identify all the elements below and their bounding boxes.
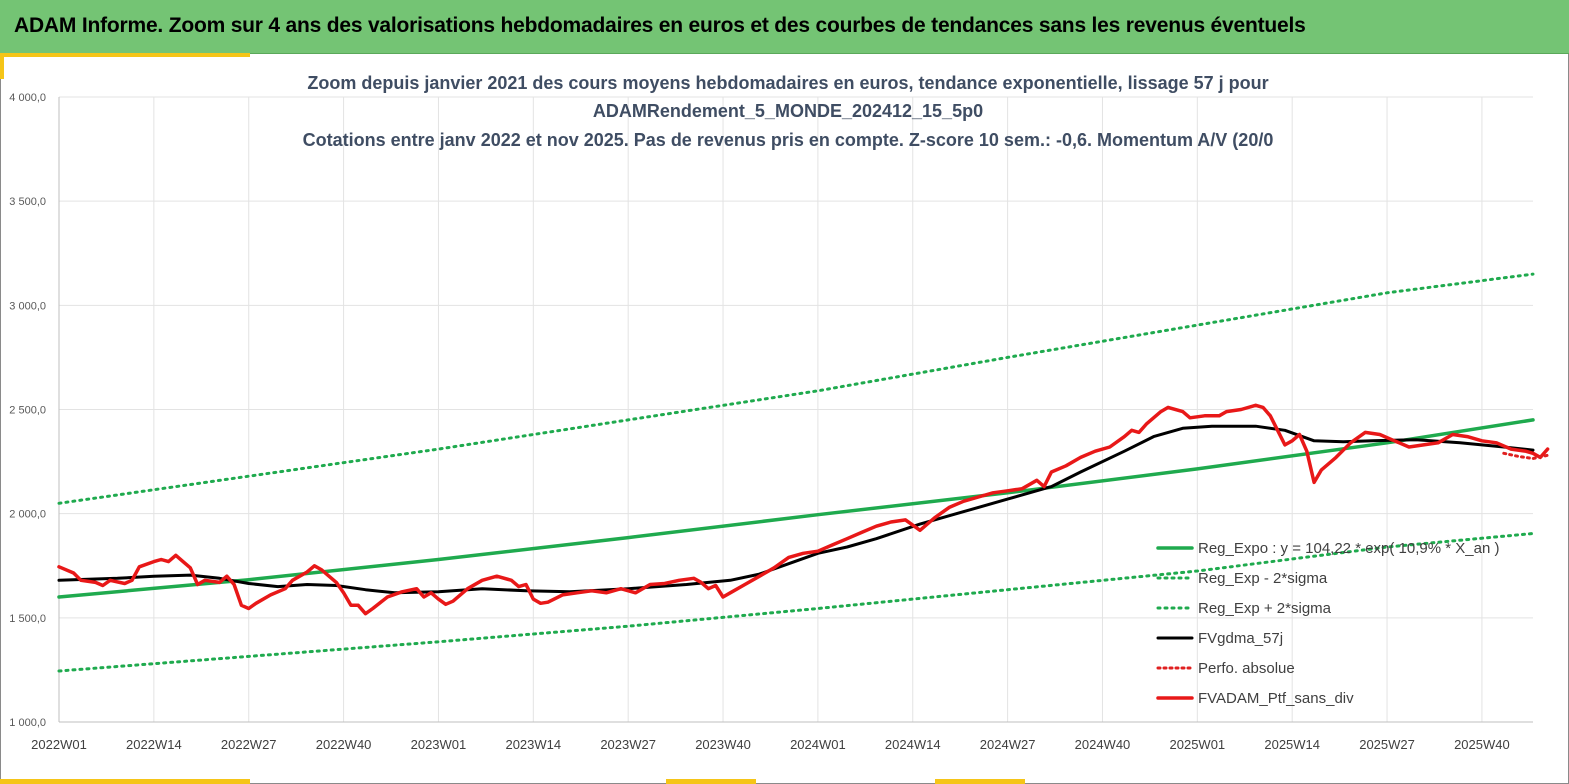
x-tick-label: 2024W40 bbox=[1075, 737, 1131, 752]
x-tick-label: 2022W01 bbox=[31, 737, 87, 752]
y-tick-label: 3 000,0 bbox=[9, 300, 46, 312]
chart-title-line-3: Cotations entre janv 2022 et nov 2025. P… bbox=[303, 130, 1274, 150]
legend-label-ptf: FVADAM_Ptf_sans_div bbox=[1198, 690, 1354, 707]
chart-title-line-2: ADAMRendement_5_MONDE_202412_15_5p0 bbox=[593, 101, 983, 121]
y-tick-label: 1 500,0 bbox=[9, 613, 46, 625]
legend-label-fvgdma: FVgdma_57j bbox=[1198, 630, 1283, 647]
x-tick-label: 2022W27 bbox=[221, 737, 277, 752]
x-tick-label: 2025W14 bbox=[1264, 737, 1320, 752]
series-line-perfo bbox=[1502, 451, 1550, 460]
x-tick-label: 2024W14 bbox=[885, 737, 941, 752]
chart-title: Zoom depuis janvier 2021 des cours moyen… bbox=[303, 73, 1274, 150]
series-line-reg_plus bbox=[57, 272, 1535, 505]
x-tick-label: 2024W27 bbox=[980, 737, 1036, 752]
page-title: ADAM Informe. Zoom sur 4 ans des valoris… bbox=[14, 14, 1306, 37]
x-tick-label: 2025W40 bbox=[1454, 737, 1510, 752]
series-line-reg_minus bbox=[57, 532, 1535, 673]
legend-label-perfo: Perfo. absolue bbox=[1198, 660, 1295, 677]
x-tick-label: 2023W40 bbox=[695, 737, 751, 752]
legend-label-reg_minus: Reg_Exp - 2*sigma bbox=[1198, 570, 1328, 587]
gridlines bbox=[58, 96, 1533, 723]
accent-bar-bottom bbox=[935, 779, 1025, 784]
x-tick-label: 2023W01 bbox=[411, 737, 467, 752]
accent-bar-left bbox=[0, 53, 4, 79]
legend-label-reg_expo: Reg_Expo : y = 104,22 * exp( 10,9% * X_a… bbox=[1198, 540, 1499, 557]
series-line-ptf bbox=[57, 403, 1550, 616]
x-tick-label: 2025W01 bbox=[1170, 737, 1226, 752]
series-lines bbox=[57, 272, 1550, 673]
x-tick-label: 2023W27 bbox=[600, 737, 656, 752]
accent-bar-bottom bbox=[0, 779, 250, 784]
x-tick-label: 2022W40 bbox=[316, 737, 372, 752]
y-tick-label: 4 000,0 bbox=[9, 92, 46, 104]
legend-label-reg_plus: Reg_Exp + 2*sigma bbox=[1198, 600, 1332, 617]
series-line-fvgdma bbox=[57, 424, 1535, 595]
y-tick-label: 3 500,0 bbox=[9, 196, 46, 208]
y-tick-label: 2 000,0 bbox=[9, 509, 46, 521]
series-line-reg_expo bbox=[57, 418, 1535, 599]
x-axis-ticks: 2022W01 2022W14 2022W27 2022W40 2023W01 2023W… bbox=[31, 737, 1510, 752]
y-tick-label: 2 500,0 bbox=[9, 405, 46, 417]
header-banner: ADAM Informe. Zoom sur 4 ans des valoris… bbox=[0, 0, 1569, 54]
accent-bar-bottom bbox=[666, 779, 756, 784]
y-tick-label: 1 000,0 bbox=[9, 717, 46, 729]
x-tick-label: 2023W14 bbox=[505, 737, 561, 752]
y-axis-ticks: 1 000,0 1 500,0 2 000,0 2 500,0 3 000,0 3 500… bbox=[9, 92, 46, 729]
accent-bar-top bbox=[0, 53, 250, 57]
legend: Reg_Expo : y = 104,22 * exp( 10,9% * X_a… bbox=[1156, 540, 1499, 707]
x-tick-label: 2024W01 bbox=[790, 737, 846, 752]
x-tick-label: 2025W27 bbox=[1359, 737, 1415, 752]
chart-title-line-1: Zoom depuis janvier 2021 des cours moyen… bbox=[307, 73, 1268, 93]
x-tick-label: 2022W14 bbox=[126, 737, 182, 752]
